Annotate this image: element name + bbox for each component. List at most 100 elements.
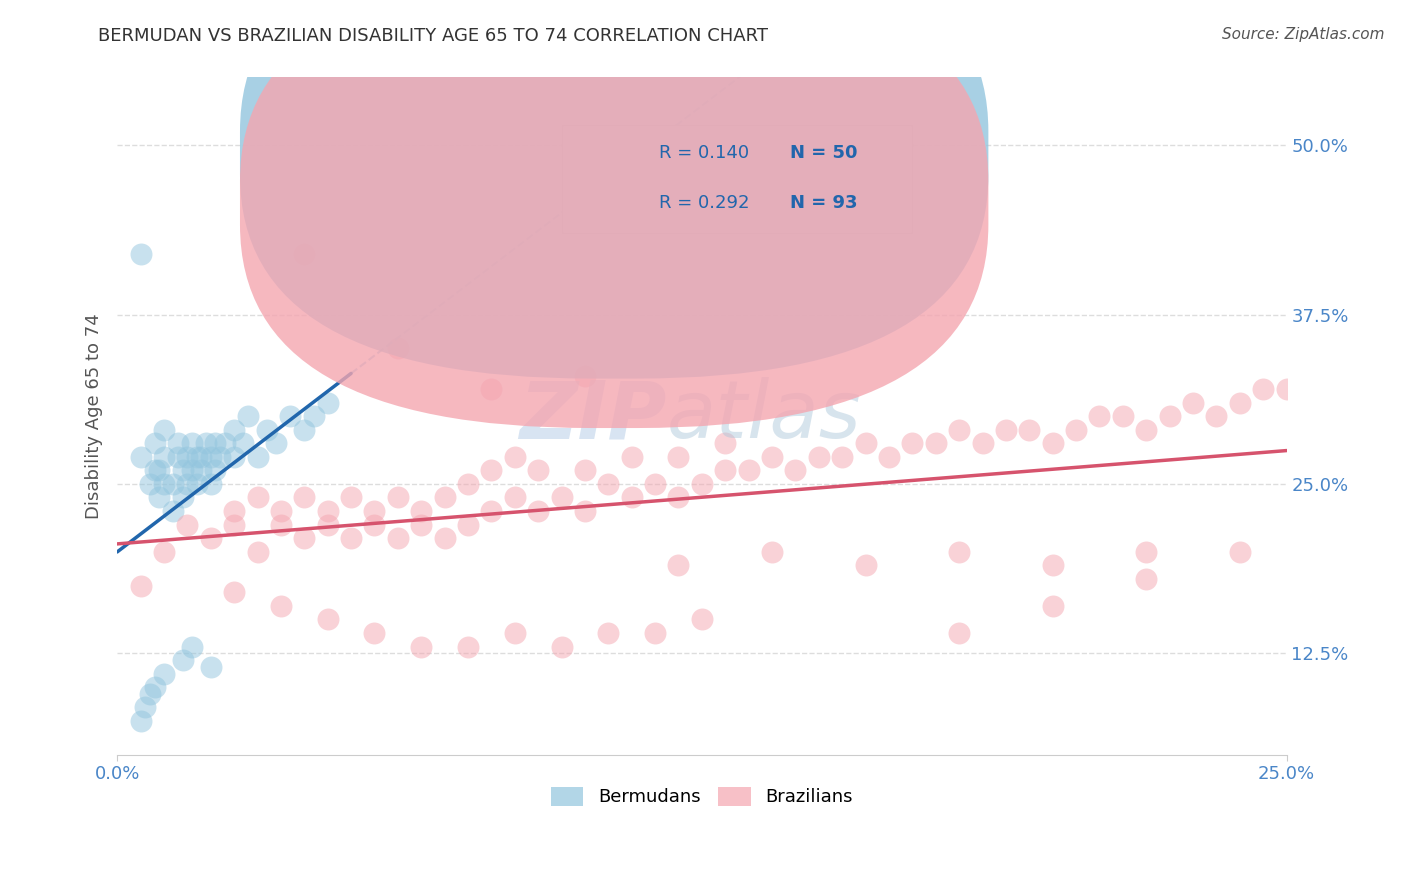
Point bbox=[264, 436, 287, 450]
Point bbox=[162, 477, 184, 491]
Point bbox=[153, 477, 176, 491]
Y-axis label: Disability Age 65 to 74: Disability Age 65 to 74 bbox=[86, 313, 103, 519]
Point bbox=[292, 491, 315, 505]
Point bbox=[574, 504, 596, 518]
Point bbox=[620, 491, 643, 505]
Point bbox=[256, 423, 278, 437]
Point bbox=[1042, 558, 1064, 573]
Point bbox=[411, 517, 433, 532]
Point bbox=[209, 450, 232, 464]
Point bbox=[214, 436, 236, 450]
Point bbox=[200, 660, 222, 674]
Point bbox=[714, 463, 737, 477]
Point bbox=[972, 436, 994, 450]
Point bbox=[457, 640, 479, 654]
Point bbox=[690, 612, 713, 626]
Point bbox=[948, 423, 970, 437]
Point bbox=[270, 517, 292, 532]
Point bbox=[387, 342, 409, 356]
Point bbox=[176, 450, 198, 464]
Point bbox=[134, 700, 156, 714]
Point bbox=[479, 504, 502, 518]
Point bbox=[278, 409, 301, 424]
Point bbox=[139, 687, 162, 701]
Point bbox=[574, 368, 596, 383]
Point bbox=[129, 450, 152, 464]
Text: R = 0.140: R = 0.140 bbox=[658, 145, 749, 162]
Point bbox=[153, 544, 176, 558]
Point bbox=[503, 450, 526, 464]
Point bbox=[232, 436, 254, 450]
Point bbox=[176, 477, 198, 491]
Legend: Bermudans, Brazilians: Bermudans, Brazilians bbox=[544, 780, 860, 814]
Point bbox=[387, 491, 409, 505]
Point bbox=[1229, 544, 1251, 558]
Point bbox=[148, 491, 170, 505]
Point bbox=[831, 450, 853, 464]
Text: R = 0.292: R = 0.292 bbox=[658, 194, 749, 211]
Point bbox=[316, 517, 339, 532]
Point bbox=[807, 450, 830, 464]
Point bbox=[411, 640, 433, 654]
Point bbox=[224, 504, 246, 518]
Point bbox=[143, 436, 166, 450]
FancyBboxPatch shape bbox=[561, 125, 912, 233]
Text: atlas: atlas bbox=[666, 377, 862, 455]
Point bbox=[292, 423, 315, 437]
Point bbox=[503, 626, 526, 640]
Point bbox=[925, 436, 948, 450]
Point bbox=[292, 246, 315, 260]
Point bbox=[363, 517, 385, 532]
Point bbox=[186, 450, 208, 464]
Point bbox=[598, 477, 620, 491]
Point bbox=[785, 463, 807, 477]
Point bbox=[644, 477, 666, 491]
Point bbox=[714, 436, 737, 450]
Point bbox=[737, 463, 759, 477]
Point bbox=[948, 544, 970, 558]
Point bbox=[1042, 436, 1064, 450]
Point bbox=[200, 531, 222, 545]
Point bbox=[433, 491, 456, 505]
Point bbox=[190, 463, 212, 477]
Point bbox=[204, 436, 226, 450]
Text: N = 93: N = 93 bbox=[790, 194, 858, 211]
Point bbox=[302, 409, 325, 424]
Point bbox=[1018, 423, 1040, 437]
Point bbox=[1135, 572, 1157, 586]
Point bbox=[316, 612, 339, 626]
Point bbox=[668, 491, 690, 505]
Point bbox=[148, 463, 170, 477]
Point bbox=[479, 463, 502, 477]
Point bbox=[1042, 599, 1064, 613]
Point bbox=[1275, 382, 1298, 396]
Point bbox=[238, 409, 260, 424]
Point bbox=[1229, 395, 1251, 409]
Point bbox=[411, 504, 433, 518]
Point bbox=[598, 626, 620, 640]
Point bbox=[246, 544, 269, 558]
Point bbox=[994, 423, 1017, 437]
Point bbox=[181, 463, 204, 477]
Point bbox=[246, 491, 269, 505]
Point bbox=[200, 450, 222, 464]
Point bbox=[855, 558, 877, 573]
Point bbox=[457, 477, 479, 491]
Point bbox=[363, 626, 385, 640]
Point bbox=[668, 450, 690, 464]
Point bbox=[246, 450, 269, 464]
Point bbox=[195, 436, 218, 450]
Point bbox=[167, 436, 190, 450]
Point bbox=[172, 653, 194, 667]
Point bbox=[855, 436, 877, 450]
Point bbox=[316, 395, 339, 409]
Point bbox=[172, 463, 194, 477]
Point bbox=[527, 463, 550, 477]
Point bbox=[363, 504, 385, 518]
FancyBboxPatch shape bbox=[240, 0, 988, 428]
Point bbox=[153, 666, 176, 681]
Point bbox=[340, 531, 363, 545]
Point bbox=[129, 246, 152, 260]
Point bbox=[550, 640, 572, 654]
Point bbox=[270, 599, 292, 613]
